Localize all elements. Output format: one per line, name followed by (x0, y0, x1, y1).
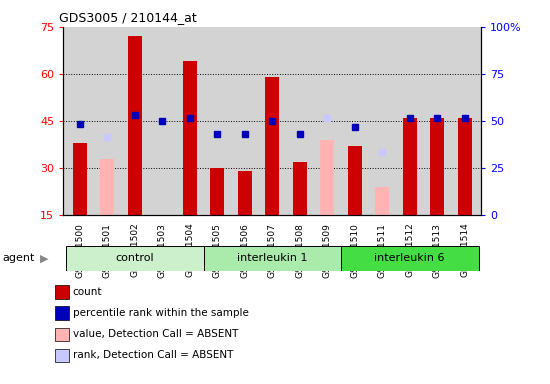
Bar (293, 162, 307, 215)
Bar (210, 168, 224, 215)
Text: percentile rank within the sample: percentile rank within the sample (73, 308, 249, 318)
Bar (73, 143, 87, 215)
Text: rank, Detection Call = ABSENT: rank, Detection Call = ABSENT (73, 350, 233, 360)
Text: ▶: ▶ (40, 253, 48, 263)
Bar (128, 36, 142, 215)
Text: count: count (73, 287, 102, 297)
Bar (375, 187, 389, 215)
Bar (458, 118, 472, 215)
Text: value, Detection Call = ABSENT: value, Detection Call = ABSENT (73, 329, 238, 339)
Bar (320, 140, 334, 215)
Bar (204, 246, 341, 271)
Text: control: control (116, 253, 154, 263)
Text: interleukin 1: interleukin 1 (237, 253, 307, 263)
Text: interleukin 6: interleukin 6 (375, 253, 445, 263)
Text: agent: agent (3, 253, 35, 263)
Text: GDS3005 / 210144_at: GDS3005 / 210144_at (59, 11, 197, 24)
Bar (265, 77, 279, 215)
Bar (430, 118, 444, 215)
Bar (403, 118, 417, 215)
Bar (341, 246, 478, 271)
Bar (348, 146, 362, 215)
Bar (100, 159, 114, 215)
Bar (66, 246, 204, 271)
Bar (238, 171, 252, 215)
Bar (183, 61, 197, 215)
